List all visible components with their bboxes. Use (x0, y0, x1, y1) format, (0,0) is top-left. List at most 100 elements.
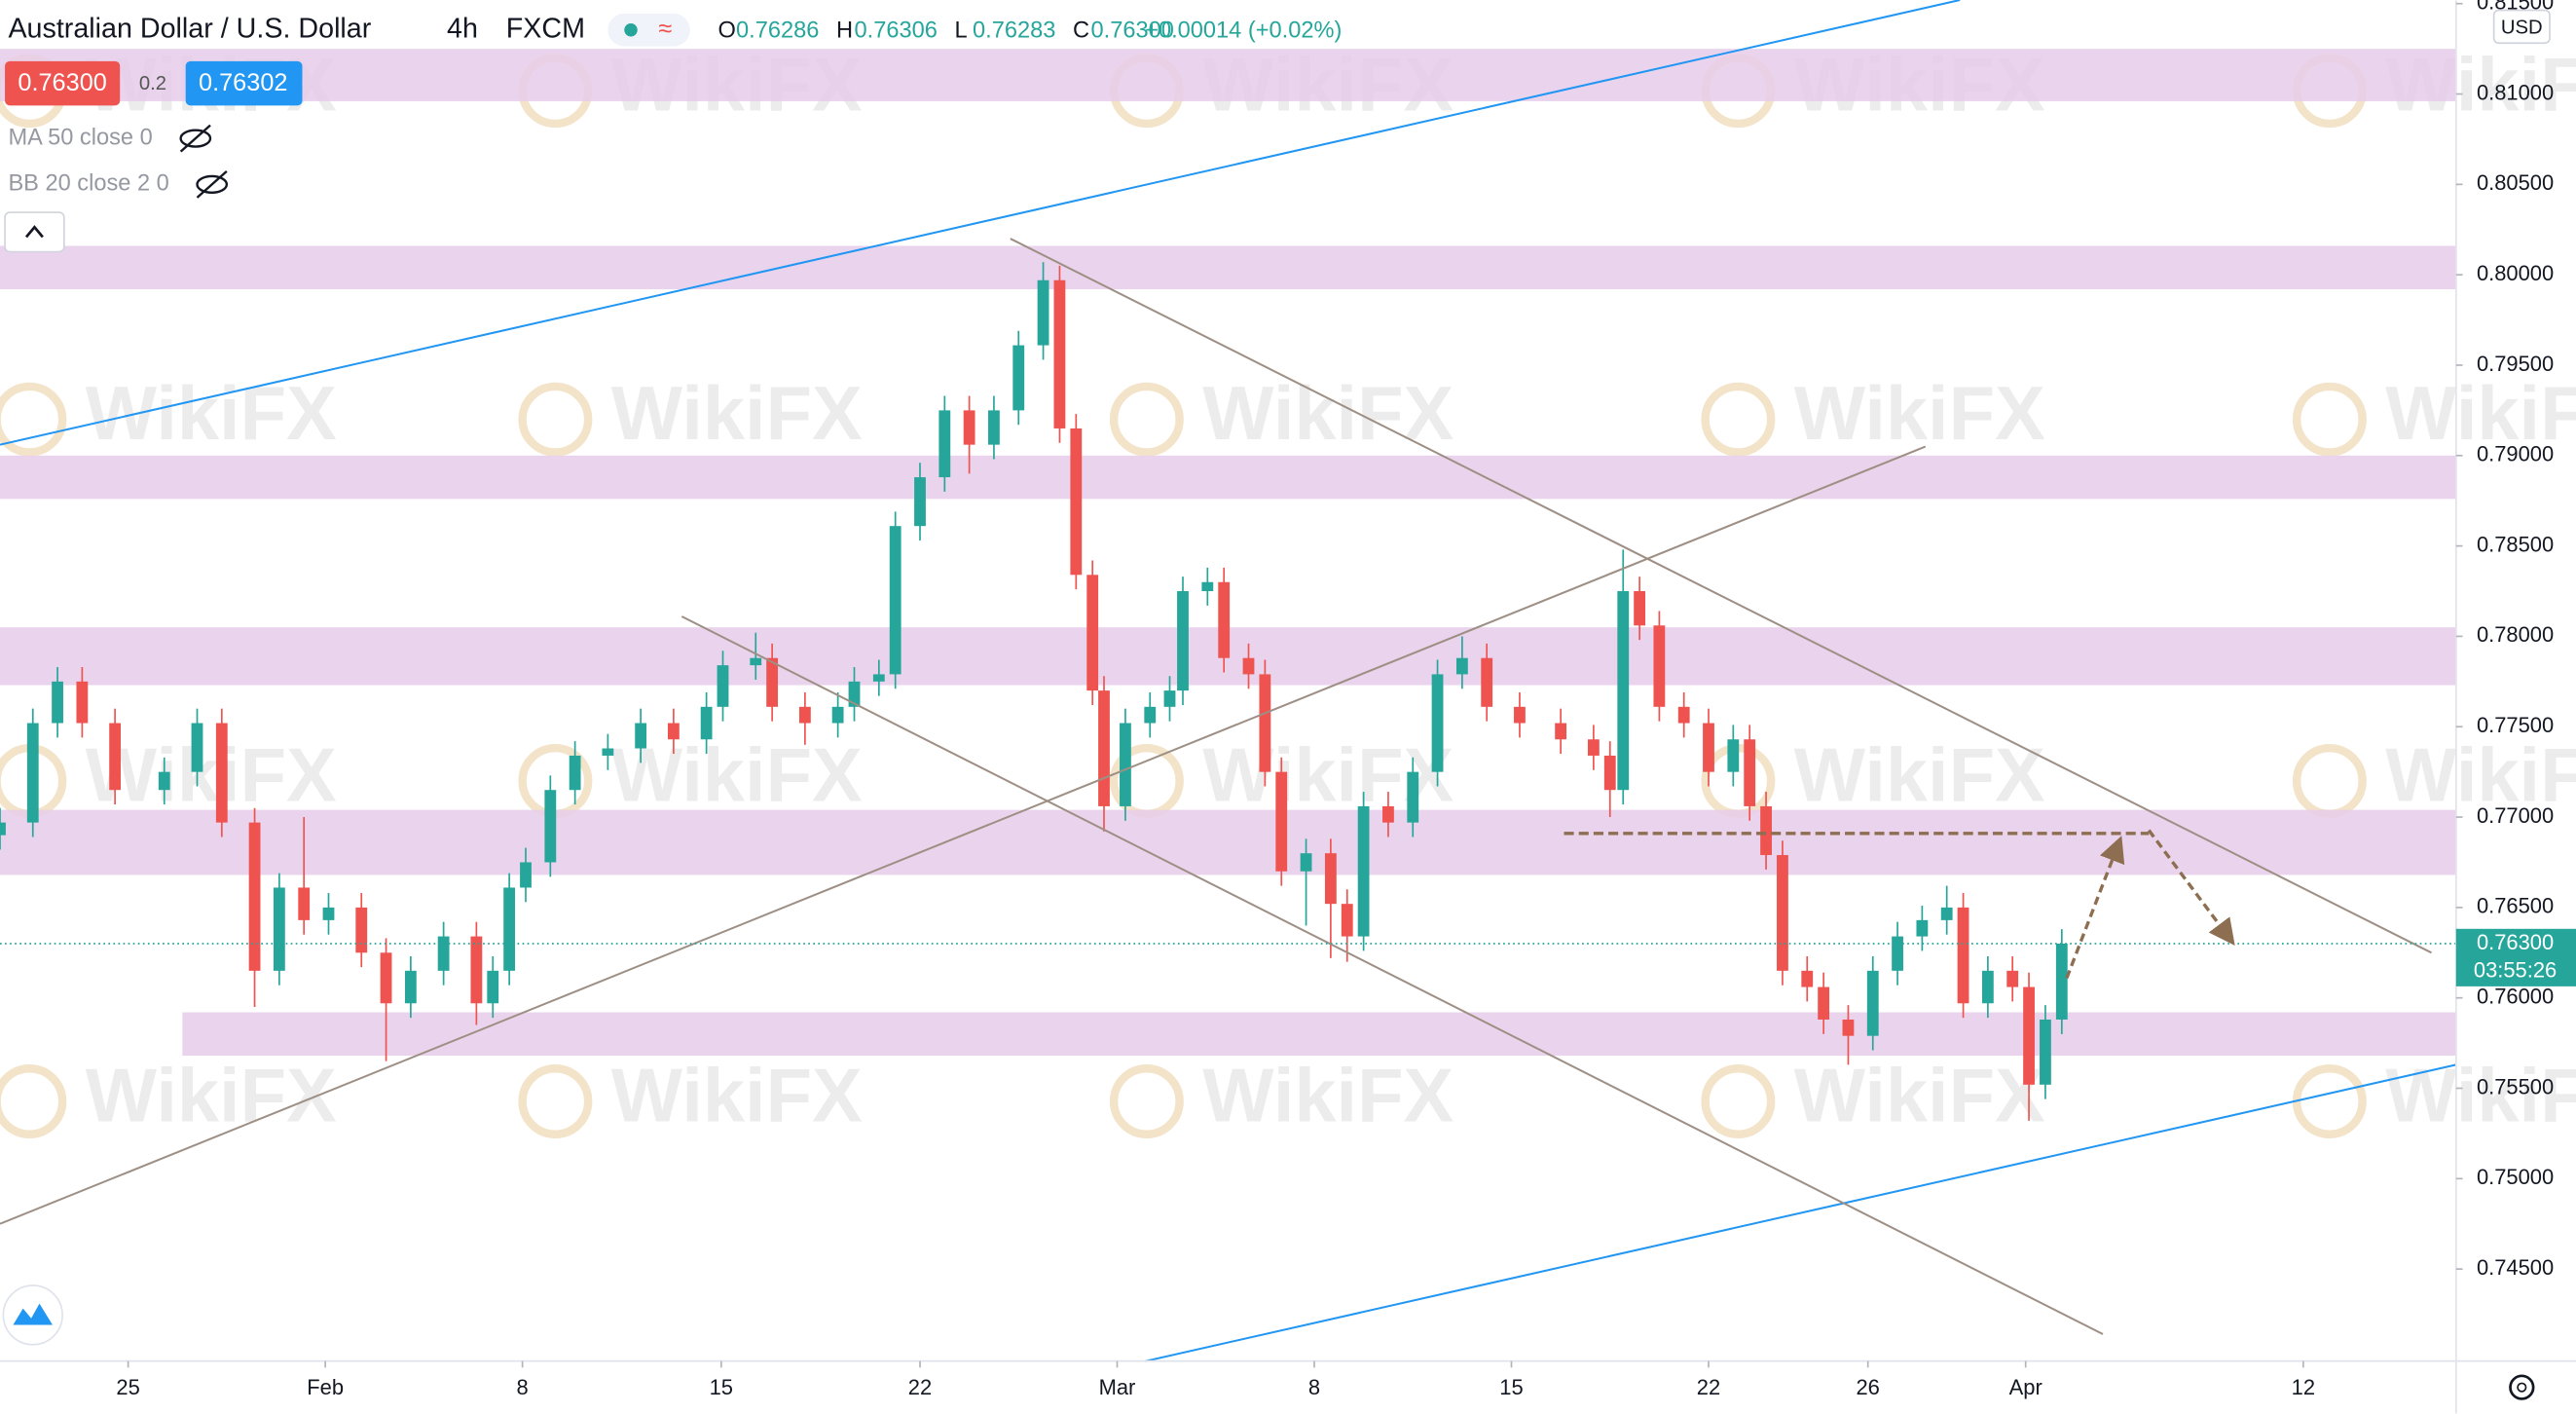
watermark-logo (1109, 1064, 1184, 1138)
candle-body (470, 936, 483, 1004)
interval[interactable]: 4h (447, 13, 478, 44)
candle-body (520, 862, 532, 888)
candle-body (298, 887, 311, 920)
currency: USD (2501, 17, 2543, 38)
currency-box[interactable] (2492, 9, 2551, 45)
candle-body (2040, 1019, 2051, 1085)
candle-body (717, 665, 729, 707)
indicator[interactable]: MA 50 close 0 (8, 125, 152, 150)
zone (0, 245, 2456, 290)
projection-arrow (2065, 836, 2125, 980)
y-tick-label: 0.74500 (2477, 1255, 2554, 1280)
watermark-logo (1701, 1064, 1776, 1138)
header: Australian Dollar / U.S. Dollar 4h FXCM … (4, 13, 1342, 253)
x-tick-label: 26 (1856, 1375, 1879, 1399)
candle-body (1163, 690, 1176, 707)
x-tick-label: 15 (710, 1375, 733, 1399)
candle-body (766, 657, 779, 707)
candle-body (1777, 855, 1788, 971)
source: FXCM (506, 13, 585, 44)
candle-body (1098, 690, 1110, 806)
candle-body (889, 526, 902, 675)
watermark: WikiFX (611, 733, 863, 817)
y-tick-label: 0.77000 (2477, 803, 2554, 828)
candle-body (503, 887, 516, 971)
candle-body (2023, 986, 2035, 1085)
candle-body (1037, 279, 1049, 346)
x-tick-label: 15 (1499, 1375, 1523, 1399)
status-pill (607, 13, 690, 47)
ohlc-value: 0.76286 (736, 19, 819, 44)
watermark: WikiFX (1202, 372, 1454, 456)
watermark: WikiFX (2385, 1055, 2576, 1138)
hidden-icon[interactable] (179, 124, 212, 153)
y-tick-label: 0.81000 (2477, 80, 2554, 104)
watermark-logo (0, 1064, 67, 1138)
watermark: WikiFX (1794, 1055, 2045, 1138)
zone (0, 455, 2456, 500)
candle-body (1201, 581, 1214, 592)
candle-body (872, 674, 885, 682)
ohlc-value: 0.76283 (973, 19, 1055, 44)
x-tick-label: 22 (1697, 1375, 1720, 1399)
candle-body (1842, 1019, 1855, 1036)
watermark-logo (0, 382, 67, 457)
candle-body (938, 410, 951, 478)
candle-body (1144, 706, 1157, 724)
candle-body (635, 723, 647, 749)
candle-body (750, 657, 762, 666)
watermark: WikiFX (86, 733, 337, 817)
symbol-title: Australian Dollar / U.S. Dollar (8, 13, 371, 44)
candle-body (52, 681, 63, 724)
watermark: WikiFX (2385, 733, 2576, 817)
candle-body (1070, 428, 1083, 576)
buy-button[interactable] (185, 60, 303, 106)
candle-body (1940, 907, 1953, 920)
y-tick-label: 0.80500 (2477, 170, 2554, 195)
drawings (0, 0, 2457, 1362)
change: +0.00014 (+0.02%) (1145, 19, 1342, 44)
x-tick-label: 22 (908, 1375, 932, 1399)
indicator[interactable]: BB 20 close 2 0 (8, 171, 168, 197)
y-tick-label: 0.78000 (2477, 622, 2554, 647)
candle-body (1514, 706, 1526, 724)
collapse-button[interactable] (4, 211, 65, 253)
candle-body (1892, 936, 1903, 971)
candle-body (988, 410, 1000, 445)
spread: 0.2 (139, 73, 166, 94)
candle-body (700, 706, 713, 740)
watermark: WikiFX (1202, 1055, 1454, 1138)
sell-price[interactable]: 0.76300 (18, 69, 106, 96)
projection-arrow (2147, 829, 2235, 947)
candle-body (1455, 657, 1468, 675)
candle-body (1177, 591, 1189, 691)
candle-body (76, 681, 89, 724)
candle-body (487, 970, 499, 1004)
buy-price[interactable]: 0.76302 (199, 69, 287, 96)
settings-icon[interactable] (2509, 1374, 2535, 1400)
countdown: 03:55:26 (2474, 957, 2557, 982)
candle-body (404, 970, 417, 1004)
ohlc-label: C (1073, 19, 1089, 44)
candle-body (1012, 345, 1025, 411)
hidden-icon[interactable] (196, 169, 229, 199)
sell-button[interactable] (5, 60, 121, 106)
candle-body (1242, 657, 1255, 675)
trendline (0, 0, 1961, 446)
logo[interactable] (2, 1284, 63, 1346)
candle-body (380, 952, 392, 1004)
watermark: WikiFX (1794, 372, 2045, 456)
watermark-logo (518, 382, 593, 457)
candle-body (2006, 970, 2019, 987)
candle-body (1801, 970, 1814, 987)
candle-body (158, 771, 170, 791)
candle-body (1677, 706, 1690, 724)
x-tick-label: Feb (307, 1375, 344, 1399)
candle-body (1053, 279, 1066, 428)
candle-body (1653, 625, 1666, 707)
x-tick-label: 12 (2292, 1375, 2315, 1399)
candle-body (1324, 853, 1337, 905)
y-tick-label: 0.76000 (2477, 984, 2554, 1008)
